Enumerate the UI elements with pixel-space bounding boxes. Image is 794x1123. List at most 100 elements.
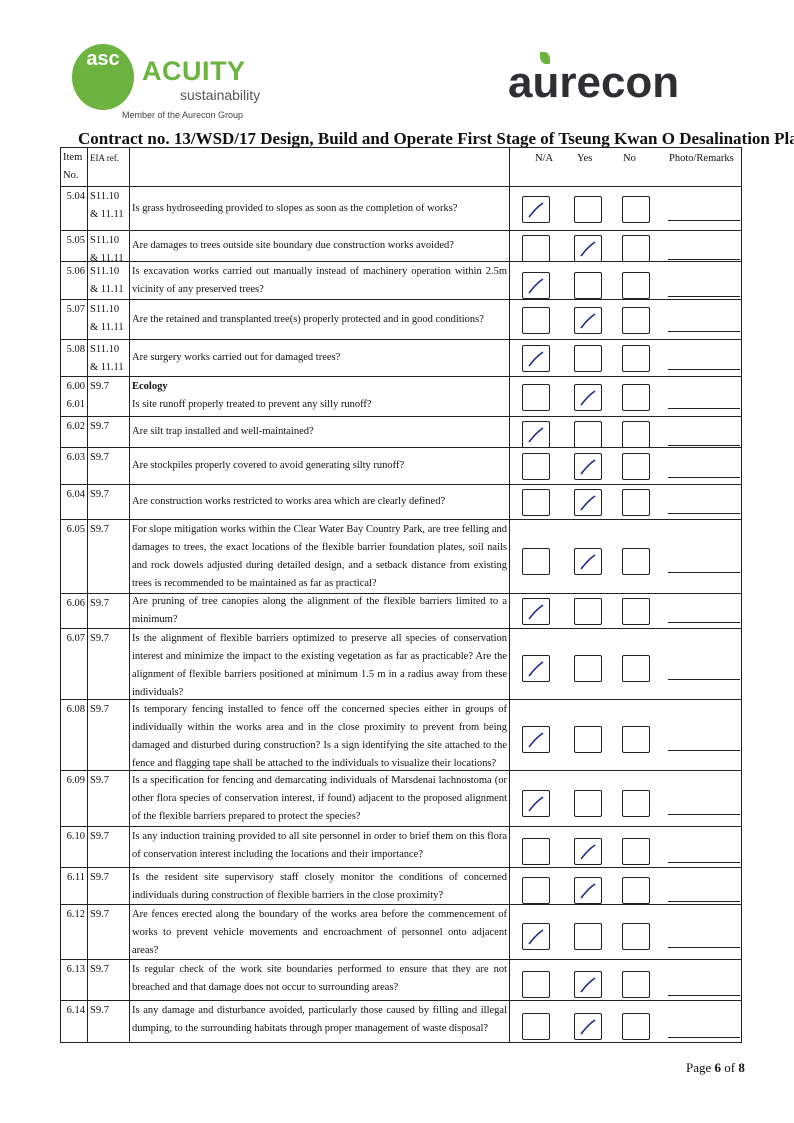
- checkbox-yes[interactable]: [574, 383, 602, 411]
- eia-ref: S9.7: [88, 448, 130, 484]
- checkbox-no[interactable]: [622, 1012, 650, 1040]
- remarks-line[interactable]: [668, 1036, 740, 1038]
- check-mark-icon: [528, 732, 544, 748]
- checkbox-no[interactable]: [622, 383, 650, 411]
- checkbox-na[interactable]: [522, 453, 550, 480]
- checkbox-no[interactable]: [622, 453, 650, 480]
- checkbox-na[interactable]: [522, 235, 550, 262]
- item-number: 6.09: [61, 771, 88, 826]
- checkbox-yes[interactable]: [574, 598, 602, 625]
- checkbox-no[interactable]: [622, 971, 650, 998]
- remarks-line[interactable]: [668, 813, 740, 815]
- remarks-line[interactable]: [668, 477, 740, 478]
- check-mark-icon: [528, 604, 544, 620]
- checkbox-yes[interactable]: [574, 271, 602, 299]
- question-text: Are pruning of tree canopies along the a…: [132, 596, 507, 625]
- checkbox-yes[interactable]: [574, 345, 602, 372]
- remarks-line[interactable]: [668, 901, 740, 902]
- section-heading: Ecology: [132, 381, 168, 392]
- remarks-line[interactable]: [668, 295, 740, 297]
- checkbox-no[interactable]: [622, 789, 650, 817]
- checkbox-na[interactable]: [522, 345, 550, 372]
- checkbox-no[interactable]: [622, 235, 650, 262]
- checkbox-yes[interactable]: [574, 877, 602, 904]
- checkbox-no[interactable]: [622, 655, 650, 682]
- checkbox-na[interactable]: [522, 547, 550, 575]
- checkbox-na[interactable]: [522, 421, 550, 448]
- checkbox-no[interactable]: [622, 195, 650, 223]
- checkbox-na[interactable]: [522, 271, 550, 299]
- remarks-line[interactable]: [668, 679, 740, 680]
- table-row: 5.08 S11.10 & 11.11 Are surgery works ca…: [61, 339, 741, 376]
- question-cell: Are damages to trees outside site bounda…: [130, 231, 510, 261]
- checkbox-na[interactable]: [522, 971, 550, 998]
- remarks-line[interactable]: [668, 622, 740, 623]
- remarks-line[interactable]: [668, 750, 740, 751]
- checkbox-no[interactable]: [622, 271, 650, 299]
- acuity-name: ACUITY: [142, 56, 246, 86]
- table-row: 6.09 S9.7 Is a specification for fencing…: [61, 770, 741, 826]
- checkbox-no[interactable]: [622, 726, 650, 753]
- checkbox-yes[interactable]: [574, 923, 602, 950]
- remarks-line[interactable]: [668, 947, 740, 948]
- checkbox-na[interactable]: [522, 1012, 550, 1040]
- aurecon-leaf-icon: [540, 52, 550, 64]
- checkbox-no[interactable]: [622, 345, 650, 372]
- checkbox-yes[interactable]: [574, 726, 602, 753]
- remarks-line[interactable]: [668, 995, 740, 996]
- checkbox-yes[interactable]: [574, 971, 602, 998]
- checkbox-no[interactable]: [622, 598, 650, 625]
- checkbox-na[interactable]: [522, 598, 550, 625]
- checkbox-na[interactable]: [522, 655, 550, 682]
- checkbox-na[interactable]: [522, 195, 550, 223]
- table-row: 6.12 S9.7 Are fences erected along the b…: [61, 904, 741, 959]
- checkbox-yes[interactable]: [574, 306, 602, 334]
- header-yes: Yes: [577, 153, 593, 164]
- checkbox-na[interactable]: [522, 726, 550, 753]
- remarks-line[interactable]: [668, 862, 740, 863]
- checkbox-na[interactable]: [522, 923, 550, 950]
- checkbox-na[interactable]: [522, 383, 550, 411]
- checkbox-yes[interactable]: [574, 547, 602, 575]
- checkbox-yes[interactable]: [574, 421, 602, 448]
- checkbox-na[interactable]: [522, 789, 550, 817]
- checkbox-no[interactable]: [622, 923, 650, 950]
- acuity-logo: asc ACUITY sustainability Member of the …: [72, 44, 272, 124]
- checkbox-no[interactable]: [622, 547, 650, 575]
- checkbox-yes[interactable]: [574, 838, 602, 865]
- checkbox-na[interactable]: [522, 306, 550, 334]
- checkbox-yes[interactable]: [574, 235, 602, 262]
- checkbox-no[interactable]: [622, 489, 650, 516]
- check-mark-icon: [580, 553, 596, 569]
- question-text: Are construction works restricted to wor…: [132, 496, 446, 507]
- check-mark-icon: [580, 883, 596, 899]
- item-number: 6.08: [61, 700, 88, 770]
- remarks-line[interactable]: [668, 259, 740, 260]
- question-cell: Are fences erected along the boundary of…: [130, 905, 510, 959]
- item-number: 6.10: [61, 827, 88, 867]
- checkbox-yes[interactable]: [574, 789, 602, 817]
- eia-ref: S11.10 & 11.11: [88, 231, 130, 264]
- checkbox-na[interactable]: [522, 489, 550, 516]
- checkbox-yes[interactable]: [574, 489, 602, 516]
- checkbox-yes[interactable]: [574, 195, 602, 223]
- checkbox-yes[interactable]: [574, 1012, 602, 1040]
- remarks-line[interactable]: [668, 330, 740, 332]
- question-text: Is the resident site supervisory staff c…: [132, 872, 507, 901]
- remarks-line[interactable]: [668, 513, 740, 514]
- remarks-line[interactable]: [668, 219, 740, 221]
- checkbox-na[interactable]: [522, 877, 550, 904]
- checkbox-no[interactable]: [622, 421, 650, 448]
- checkbox-na[interactable]: [522, 838, 550, 865]
- acuity-member-text: Member of the Aurecon Group: [122, 110, 244, 120]
- remarks-line[interactable]: [668, 407, 740, 409]
- checkbox-no[interactable]: [622, 877, 650, 904]
- checkbox-yes[interactable]: [574, 655, 602, 682]
- checkbox-no[interactable]: [622, 306, 650, 334]
- remarks-line[interactable]: [668, 445, 740, 446]
- checkbox-no[interactable]: [622, 838, 650, 865]
- checkbox-yes[interactable]: [574, 453, 602, 480]
- remarks-line[interactable]: [668, 369, 740, 370]
- item-number: 5.08: [61, 340, 88, 376]
- remarks-line[interactable]: [668, 571, 740, 573]
